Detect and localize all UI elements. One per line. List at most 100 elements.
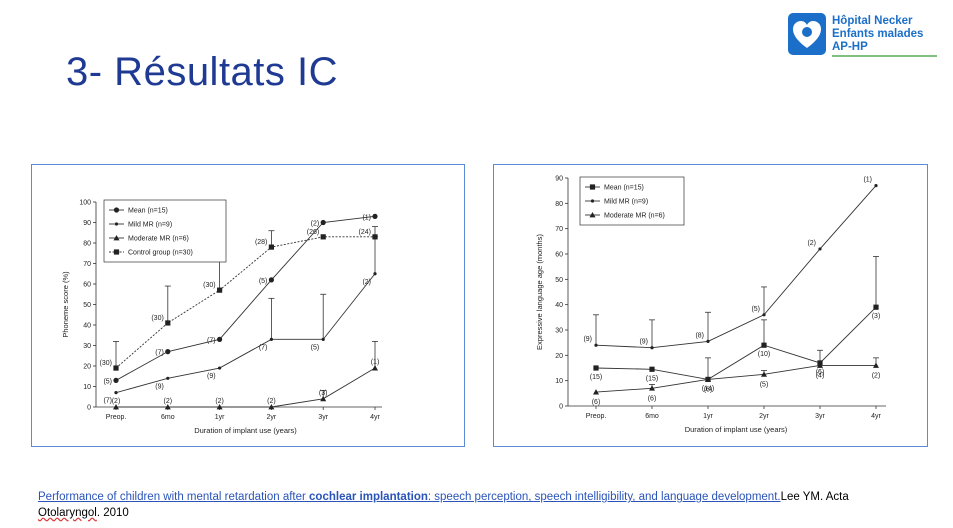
chart2-x-axis-label: Duration of implant use (years) [685, 425, 788, 434]
chart2-n-label: (6) [592, 399, 601, 406]
chart2-legend-label: Mean (n=15) [604, 185, 644, 192]
chart1-y-tick-label: 50 [83, 302, 91, 309]
chart1-legend-marker [113, 249, 120, 255]
chart2-series-line [595, 365, 876, 393]
chart1-n-label: (2) [164, 398, 173, 405]
chart2-x-tick-label: 3yr [815, 413, 825, 420]
chart1-data-point [166, 376, 170, 380]
chart1-n-label: (9) [207, 373, 216, 380]
chart2-y-tick-label: 0 [559, 404, 563, 411]
chart1-n-label: (2) [112, 398, 121, 405]
chart2-data-point [818, 247, 822, 251]
chart2-data-point [594, 343, 598, 347]
chart2-data-point [649, 366, 655, 372]
chart2-legend-label: Moderate MR (n=6) [604, 213, 665, 220]
chart2-data-point [649, 385, 655, 391]
chart1-y-tick-label: 100 [79, 200, 91, 207]
chart2-legend: Mean (n=15) Mild MR (n=9) Moderate MR (n=6… [579, 176, 685, 226]
chart1-y-tick-label: 0 [87, 405, 91, 412]
chart1-data-point [268, 244, 274, 250]
chart1-legend: Mean (n=15) Mild MR (n=9) Moderate MR (n=6… [103, 199, 227, 263]
chart2-plot: 0 10 20 30 40 50 60 70 80 90 Preop. 6mo 1yr 2yr 3yr 4yr… [535, 176, 886, 434]
chart1-y-tick-label: 20 [83, 364, 91, 371]
chart1-data-point [373, 272, 377, 276]
chart1-y-axis-label: Phoneme score (%) [61, 271, 70, 338]
chart1-n-label: (30) [151, 315, 163, 322]
chart1-y-tick-label: 40 [83, 323, 91, 330]
chart1-n-label: (7) [103, 398, 112, 405]
chart2-n-label: (15) [590, 374, 602, 381]
chart2-y-axis-label: Expressive language age (months) [535, 234, 544, 350]
logo-text: Hôpital Necker Enfants malades AP-HP [832, 15, 923, 54]
chart1-n-label: (5) [259, 278, 268, 285]
chart1-legend-marker [113, 207, 120, 213]
chart1-series-4: (30) (30) (30) (28) (26) (24) [100, 226, 378, 371]
reference-author: Lee [780, 491, 800, 503]
chart2-n-label: (6) [648, 395, 657, 402]
chart2-legend-marker [589, 212, 596, 218]
chart2-n-label: (5) [751, 306, 760, 313]
phoneme-score-chart: 0 10 20 30 40 50 60 70 80 90 100 Preop. 6mo 1yr 2yr 3yr… [31, 164, 465, 447]
logo-line-2: Enfants malades [832, 28, 924, 40]
chart2-data-point [761, 342, 767, 348]
chart1-data-point [269, 337, 273, 341]
language-age-chart-svg: 0 10 20 30 40 50 60 70 80 90 Preop. 6mo 1yr 2yr 3yr 4yr… [535, 176, 886, 434]
chart2-data-point [762, 313, 766, 317]
chart2-y-tick-label: 50 [555, 277, 563, 284]
chart1-legend-label: Control group (n=30) [128, 250, 193, 257]
chart1-n-label: (9) [155, 383, 164, 390]
chart2-data-point [593, 389, 599, 395]
reference-link-part-2[interactable]: : speech perception, speech intelligibil… [427, 491, 781, 503]
chart1-series-line [116, 367, 376, 408]
chart1-legend-marker [113, 235, 120, 241]
chart1-plot: 0 10 20 30 40 50 60 70 80 90 100 Preop. 6mo 1yr 2yr 3yr… [61, 199, 382, 435]
chart1-y-tick-label: 30 [83, 343, 91, 350]
chart2-x-tick-label: 1yr [703, 413, 713, 420]
chart2-y-tick-label: 70 [555, 226, 563, 233]
chart1-legend-label: Moderate MR (n=6) [128, 236, 189, 243]
chart2-n-label: (14) [702, 385, 714, 392]
chart1-n-label: (5) [311, 344, 320, 351]
chart2-series-2: (9) (9) (8) (5) (2) (1) [583, 177, 878, 350]
chart1-n-label: (3) [319, 390, 328, 397]
chart1-data-point [372, 234, 378, 240]
chart1-data-point [321, 337, 325, 341]
reference-rest: YM. Acta [799, 491, 849, 503]
chart1-series-line [115, 273, 376, 394]
chart1-data-point [372, 365, 378, 371]
language-age-chart: 0 10 20 30 40 50 60 70 80 90 Preop. 6mo 1yr 2yr 3yr 4yr… [493, 164, 928, 447]
chart1-data-point [320, 219, 326, 226]
chart2-data-point [593, 365, 599, 371]
chart1-legend-marker [114, 222, 119, 226]
reference-link[interactable]: Performance of children with mental reta… [38, 491, 781, 503]
chart1-y-tick-label: 70 [83, 261, 91, 268]
chart1-x-tick-label: 4yr [370, 414, 380, 421]
heart-logo-icon [788, 13, 826, 55]
chart2-data-point [761, 371, 767, 377]
chart1-data-point [113, 404, 119, 410]
chart2-legend-marker [589, 184, 596, 190]
chart1-y-tick-label: 90 [83, 220, 91, 227]
reference-link-part-1[interactable]: Performance of children with mental reta… [38, 491, 310, 503]
chart1-data-point [320, 234, 326, 240]
chart1-data-point [320, 395, 327, 402]
chart1-n-label: (30) [100, 360, 112, 367]
reference-link-bold[interactable]: cochlear implantation [309, 491, 428, 503]
chart2-data-point [817, 362, 823, 368]
chart1-legend-box [103, 199, 227, 263]
chart1-series-3: (2) (2) (2) (2) (3) (1) [112, 340, 379, 410]
chart1-data-point [113, 365, 119, 371]
chart1-n-label: (5) [103, 378, 112, 385]
chart2-n-label: (8) [695, 332, 704, 339]
chart2-legend-label: Mild MR (n=9) [604, 199, 648, 206]
chart2-series-1: (15) (15) (14) (10) (6) (3) [590, 256, 881, 392]
chart2-n-label: (3) [872, 313, 881, 320]
chart1-n-label: (7) [259, 344, 268, 351]
chart1-legend-label: Mean (n=15) [128, 208, 168, 215]
chart1-data-point [372, 213, 378, 219]
chart2-series-line [595, 306, 877, 380]
chart1-series-line [115, 215, 376, 381]
chart1-n-label: (1) [362, 214, 371, 221]
reference-citation: Performance of children with mental reta… [38, 489, 898, 521]
logo-line-1: Hôpital Necker [832, 15, 913, 27]
